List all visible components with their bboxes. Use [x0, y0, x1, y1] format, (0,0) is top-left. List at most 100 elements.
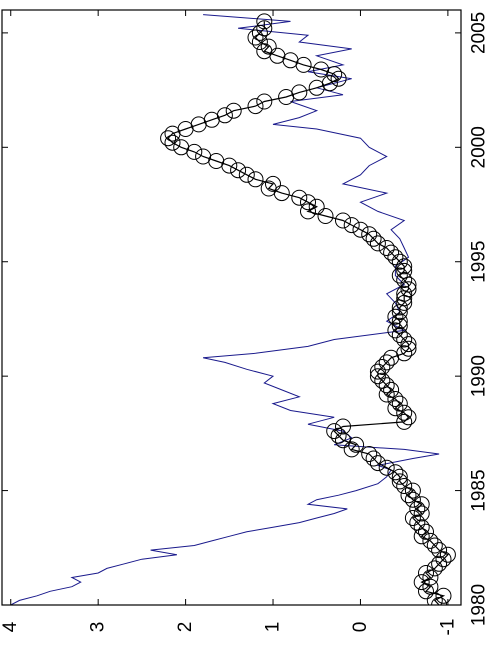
- series-2-marker: [383, 381, 400, 398]
- series-2-marker: [378, 240, 395, 256]
- series-2-marker: [251, 24, 268, 41]
- series-2-marker: [230, 162, 247, 179]
- x-tick-label: 1990: [469, 355, 490, 397]
- series-2-marker: [396, 272, 413, 288]
- series-2-marker: [225, 102, 242, 119]
- series-2-marker: [361, 226, 378, 243]
- series-2-marker: [396, 345, 413, 362]
- series-2-marker: [247, 29, 264, 46]
- series-2-marker: [247, 98, 264, 115]
- series-2-marker: [409, 500, 426, 517]
- series-2-marker: [387, 391, 404, 407]
- y-tick-label: 0: [350, 622, 371, 633]
- series-2-marker: [391, 468, 408, 485]
- x-tick-label: 2005: [469, 12, 490, 54]
- series-2-marker: [400, 281, 417, 298]
- series-2-marker: [396, 404, 413, 421]
- series-2-marker: [435, 551, 452, 568]
- series-2-marker: [256, 20, 273, 37]
- series-2-marker: [160, 130, 177, 147]
- series-2-marker: [330, 427, 347, 444]
- series-2-marker: [396, 413, 413, 430]
- series-2-marker: [391, 395, 408, 412]
- series-2-marker: [335, 212, 351, 229]
- series-2-marker: [369, 235, 386, 252]
- series-2-marker: [396, 285, 413, 302]
- series-2-marker: [300, 203, 316, 220]
- y-tick-label: 3: [88, 622, 109, 633]
- series-2-marker: [426, 537, 443, 554]
- series-2-marker: [413, 574, 430, 591]
- series-2-marker: [387, 322, 404, 339]
- series-2-marker: [173, 139, 190, 156]
- series-2-marker: [431, 597, 448, 605]
- x-tick-label: 1995: [469, 241, 490, 283]
- series-2-marker: [326, 423, 343, 440]
- series-2-marker: [391, 327, 408, 343]
- series-2-marker: [387, 308, 404, 325]
- series-2-marker: [439, 546, 456, 563]
- series-2-marker: [378, 459, 395, 476]
- series-2-marker: [265, 175, 281, 192]
- series-2-marker: [365, 230, 382, 247]
- series-2-marker: [321, 75, 338, 92]
- series-2-marker: [369, 363, 386, 380]
- series-2-marker: [413, 519, 430, 536]
- series-2-marker: [361, 446, 378, 462]
- series-2-marker: [404, 491, 421, 508]
- series-2-marker: [422, 532, 439, 549]
- series-2-marker: [413, 496, 430, 513]
- series-2-marker: [335, 418, 351, 435]
- series-2-marker: [317, 208, 334, 224]
- y-tick-label: 4: [0, 621, 21, 632]
- y-tick-label: 2: [175, 622, 196, 633]
- series-2-marker: [387, 400, 404, 417]
- series-2-marker: [343, 217, 360, 234]
- series-2-marker: [300, 194, 316, 211]
- series-2-marker: [387, 464, 404, 481]
- series-2-marker: [256, 13, 273, 30]
- series-2-marker: [383, 244, 400, 261]
- series-2-marker: [391, 317, 408, 334]
- series-2-marker: [369, 368, 386, 385]
- series-2-marker: [238, 166, 255, 183]
- series-2-marker: [409, 514, 426, 531]
- series-2-marker: [426, 560, 443, 577]
- series-2-marker: [378, 354, 395, 371]
- series-2-marker: [413, 505, 430, 522]
- x-tick-label: 1985: [469, 469, 490, 511]
- x-tick-label: 2000: [469, 126, 490, 168]
- series-2-marker: [391, 473, 408, 490]
- series-2-marker: [343, 441, 360, 458]
- series-2-marker: [404, 510, 421, 526]
- series-1-line: [10, 14, 440, 605]
- series-2-marker: [313, 61, 330, 78]
- series-2-marker: [308, 198, 325, 215]
- x-axis: 1980 1985 1990 1995 2000 2005: [2, 12, 490, 626]
- series-2-marker: [291, 84, 308, 101]
- series-2-marker: [404, 482, 421, 499]
- series-2-marker: [431, 542, 448, 559]
- series-2-marker: [418, 523, 434, 540]
- y-axis: -1 0 1 2 3 4: [0, 10, 458, 635]
- series-2-marker: [374, 372, 391, 389]
- series-2-marker: [396, 478, 413, 494]
- series-2-marker: [335, 432, 351, 449]
- series-2-marker: [374, 359, 391, 375]
- plot-frame: [1, 9, 462, 606]
- series-2-marker: [400, 487, 417, 504]
- series-2-marker: [435, 587, 452, 604]
- series-2-marker: [396, 258, 413, 275]
- series-2-marker: [330, 70, 347, 87]
- series-2-marker: [400, 340, 417, 357]
- series-2-marker: [216, 107, 233, 124]
- y-tick-label: -1: [437, 619, 458, 636]
- y-tick-label: 1: [263, 622, 284, 633]
- series-2-marker: [164, 134, 181, 151]
- series-2-marker: [256, 43, 273, 60]
- series-2-marker: [391, 313, 408, 330]
- series-2-marker: [400, 409, 417, 426]
- series-2-marker: [260, 180, 277, 197]
- series-2-marker: [256, 93, 273, 110]
